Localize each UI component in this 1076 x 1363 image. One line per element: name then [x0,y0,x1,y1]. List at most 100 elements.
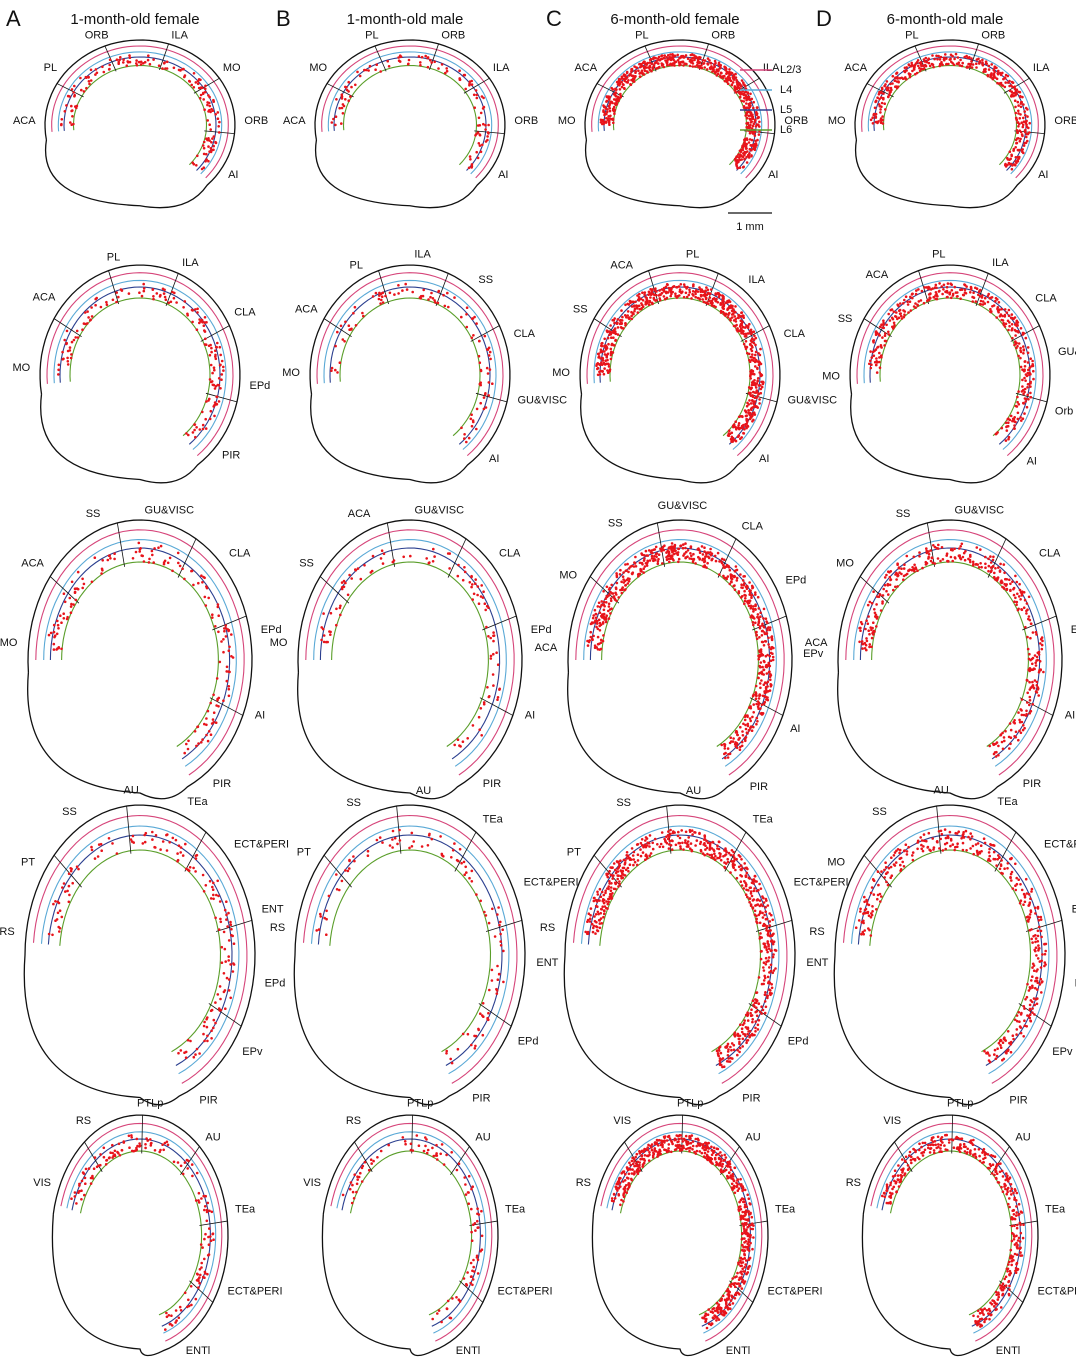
neuron-dot [484,335,487,338]
neuron-dot [354,306,357,309]
neuron-dot [742,1038,745,1041]
neuron-dot [749,1203,752,1206]
neuron-dot [94,857,97,860]
neuron-dot [703,546,706,549]
neuron-dot [59,909,62,912]
neuron-dot [736,877,739,880]
neuron-dot [409,555,412,558]
neuron-dot [751,895,754,898]
region-boundary [718,539,736,578]
neuron-dot [151,550,154,553]
neuron-dot [600,908,603,911]
neuron-dot [668,561,671,564]
neuron-dot [206,1040,209,1043]
neuron-dot [602,590,605,593]
neuron-dot [719,1306,722,1309]
neuron-dot [204,1233,207,1236]
neuron-dot [412,840,415,843]
neuron-dot [706,552,709,555]
neuron-dot [209,354,212,357]
neuron-dot [69,121,72,124]
neuron-dot [658,66,661,69]
neuron-dot [761,912,764,915]
neuron-dot [748,901,751,904]
neuron-dot [742,81,745,84]
neuron-dot [610,886,613,889]
neuron-dot [84,311,87,314]
neuron-dot [151,838,154,841]
neuron-dot [624,584,627,587]
neuron-dot [744,1263,747,1266]
neuron-dot [613,113,616,116]
neuron-dot [619,1185,622,1188]
neuron-dot [687,836,690,839]
neuron-dot [744,716,747,719]
neuron-dot [230,928,233,931]
neuron-dot [488,989,491,992]
neuron-dot [690,1142,693,1145]
neuron-dot [473,1270,476,1273]
neuron-dot [225,900,228,903]
neuron-dot [418,55,421,58]
neuron-dot [129,56,132,59]
neuron-dot [1009,151,1012,154]
neuron-dot [478,142,481,145]
neuron-dot [192,867,195,870]
neuron-dot [757,677,760,680]
neuron-dot [603,106,606,109]
neuron-dot [486,139,489,142]
neuron-dot [197,1286,200,1289]
neuron-dot [693,831,696,834]
neuron-dot [603,605,606,608]
neuron-dot [756,720,759,723]
region-boundary [142,1115,143,1153]
neuron-dot [132,841,135,844]
neuron-dot [703,66,706,69]
neuron-dot [622,575,625,578]
neuron-dot [743,1253,746,1256]
neuron-dot [202,98,205,101]
neuron-dot [689,552,692,555]
neuron-dot [609,612,612,615]
neuron-dot [214,625,217,628]
neuron-dot [330,612,333,615]
neuron-dot [710,1146,713,1149]
neuron-dot [195,857,198,860]
neuron-dot [484,392,487,395]
neuron-dot [342,1194,345,1197]
neuron-dot [767,976,770,979]
neuron-dot [752,907,755,910]
neuron-dot [200,1266,203,1269]
neuron-dot [471,1284,474,1287]
neuron-dot [63,592,66,595]
region-label: AU [686,785,701,797]
neuron-dot [729,1166,732,1169]
neuron-dot [736,731,739,734]
neuron-dot [212,898,215,901]
neuron-dot [739,573,742,576]
neuron-dot [607,594,610,597]
neuron-dot [185,432,188,435]
neuron-dot [751,1216,754,1219]
neuron-dot [691,1134,694,1137]
neuron-dot [491,908,494,911]
neuron-dot [476,408,479,411]
neuron-dot [476,1220,479,1223]
neuron-dot [203,1025,206,1028]
neuron-dot [665,551,668,554]
neuron-dot [720,1154,723,1157]
neuron-dot [607,371,610,374]
neuron-dot [427,66,430,69]
neuron-dot [730,580,733,583]
neuron-dot [347,870,350,873]
neuron-dot [617,885,620,888]
neuron-dot [881,115,884,118]
neuron-dot [596,620,599,623]
neuron-dot [649,59,652,62]
neuron-dot [145,832,148,835]
neuron-dot [471,880,474,883]
neuron-dot [767,960,770,963]
neuron-dot [100,306,103,309]
neuron-dot [658,289,661,292]
neuron-dot [725,1156,728,1159]
